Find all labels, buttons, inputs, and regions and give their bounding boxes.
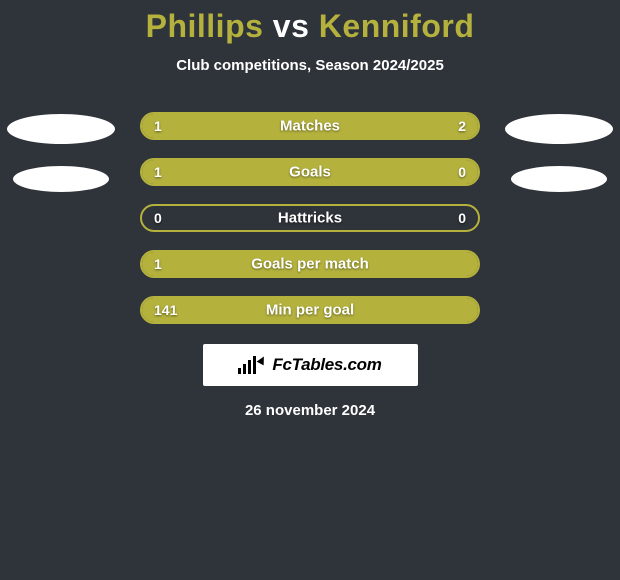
team-badge-ellipse xyxy=(511,166,607,192)
stat-bars: 12Matches10Goals00Hattricks1Goals per ma… xyxy=(140,112,480,324)
bar-value-left: 1 xyxy=(154,164,162,180)
bar-fill-left xyxy=(142,298,478,322)
bar-fill-left xyxy=(142,160,411,184)
logo-text: FcTables.com xyxy=(272,355,381,375)
comparison-infographic: Phillips vs Kenniford Club competitions,… xyxy=(0,0,620,580)
player-b-name: Kenniford xyxy=(319,8,475,44)
bar-value-left: 1 xyxy=(154,256,162,272)
fctables-logo: FcTables.com xyxy=(203,344,418,386)
player-a-name: Phillips xyxy=(146,8,264,44)
logo-bars-icon xyxy=(238,356,256,374)
stat-bar-row: 12Matches xyxy=(140,112,480,140)
date: 26 november 2024 xyxy=(0,402,620,419)
subtitle: Club competitions, Season 2024/2025 xyxy=(0,57,620,74)
team-badge-ellipse xyxy=(505,114,613,144)
stat-bar-row: 10Goals xyxy=(140,158,480,186)
bar-fill-right xyxy=(411,160,478,184)
bar-label: Hattricks xyxy=(142,210,478,227)
bar-value-left: 1 xyxy=(154,118,162,134)
stat-bar-row: 1Goals per match xyxy=(140,250,480,278)
bar-value-left: 0 xyxy=(154,210,162,226)
bar-value-right: 0 xyxy=(458,164,466,180)
page-title: Phillips vs Kenniford xyxy=(0,0,620,45)
team-badge-ellipse xyxy=(7,114,115,144)
team-left-badges xyxy=(6,112,116,192)
stat-bar-row: 141Min per goal xyxy=(140,296,480,324)
team-badge-ellipse xyxy=(13,166,109,192)
vs-word: vs xyxy=(273,8,310,44)
bar-fill-right xyxy=(253,114,478,138)
bar-value-right: 0 xyxy=(458,210,466,226)
team-right-badges xyxy=(504,112,614,192)
bar-value-right: 2 xyxy=(458,118,466,134)
chart-area: 12Matches10Goals00Hattricks1Goals per ma… xyxy=(0,112,620,324)
logo-arrow-icon xyxy=(257,355,268,366)
bar-fill-left xyxy=(142,252,478,276)
bar-value-left: 141 xyxy=(154,302,177,318)
stat-bar-row: 0 0Hattricks xyxy=(140,204,480,232)
